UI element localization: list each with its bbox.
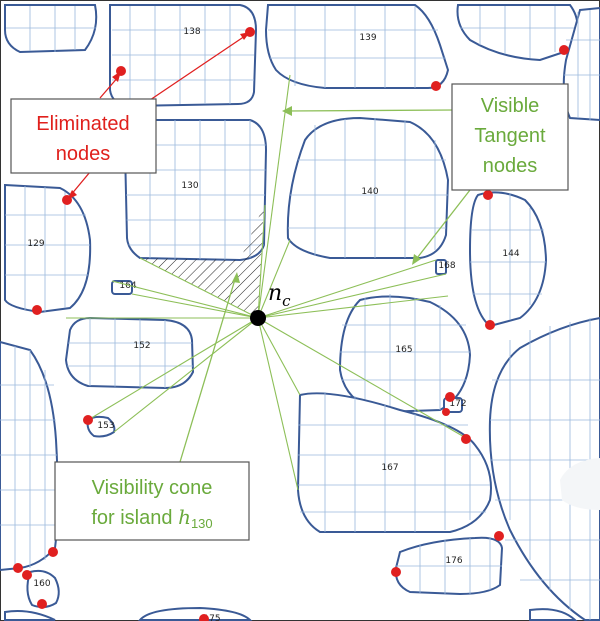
island-label-160: 160 [33, 579, 50, 589]
island-label-176: 176 [445, 556, 462, 566]
visibility-cone-130 [140, 205, 264, 318]
tangent-arrows [179, 106, 471, 463]
island-label-167: 167 [381, 463, 398, 473]
island-138: 138 [109, 4, 258, 108]
island-label-165: 165 [395, 345, 412, 355]
visibility-rays [66, 74, 467, 491]
svg-text:nodes: nodes [483, 155, 538, 177]
island-152: 152 [64, 316, 195, 390]
island-label-140: 140 [361, 187, 378, 197]
island-139: 139 [264, 4, 450, 89]
island-165: 165 [338, 294, 472, 414]
island-label-152: 152 [133, 341, 150, 351]
island-160: 160 [26, 569, 60, 609]
island-label-130: 130 [181, 181, 198, 191]
svg-text:nodes: nodes [56, 143, 111, 165]
svg-text:Eliminated: Eliminated [36, 113, 129, 135]
island-168: 168 [435, 259, 456, 275]
svg-text:Visibility cone: Visibility cone [92, 477, 213, 499]
island-label-172: 172 [449, 399, 466, 409]
edge-islands [0, 4, 600, 621]
island-label-129: 129 [27, 239, 44, 249]
visible-tangent-nodes-label: Visible Tangent nodes [451, 83, 569, 191]
island-140: 140 [286, 116, 450, 259]
island-167: 167 [296, 392, 492, 533]
island-label-153: 153 [97, 421, 114, 431]
eliminated-arrows [67, 32, 250, 200]
island-label-144: 144 [502, 249, 519, 259]
svg-text:for island h130: for island h130 [91, 505, 212, 531]
visibility-cone-label: Visibility cone for island h130 [54, 461, 250, 541]
island-175: 175 [137, 606, 253, 621]
svg-text:Visible: Visible [481, 95, 540, 117]
island-129: 129 [4, 183, 92, 314]
island-label-164: 164 [119, 281, 136, 291]
center-node [250, 310, 266, 326]
center-node-label: nc [268, 281, 291, 310]
island-label-138: 138 [183, 27, 200, 37]
eliminated-nodes-label: Eliminated nodes [10, 98, 157, 174]
island-176: 176 [394, 536, 504, 596]
island-label-168: 168 [438, 261, 455, 271]
island-label-175: 175 [203, 614, 220, 621]
eliminated-nodes [13, 27, 569, 621]
svg-text:Tangent: Tangent [474, 125, 546, 147]
island-144: 144 [468, 191, 548, 328]
island-label-139: 139 [359, 33, 376, 43]
